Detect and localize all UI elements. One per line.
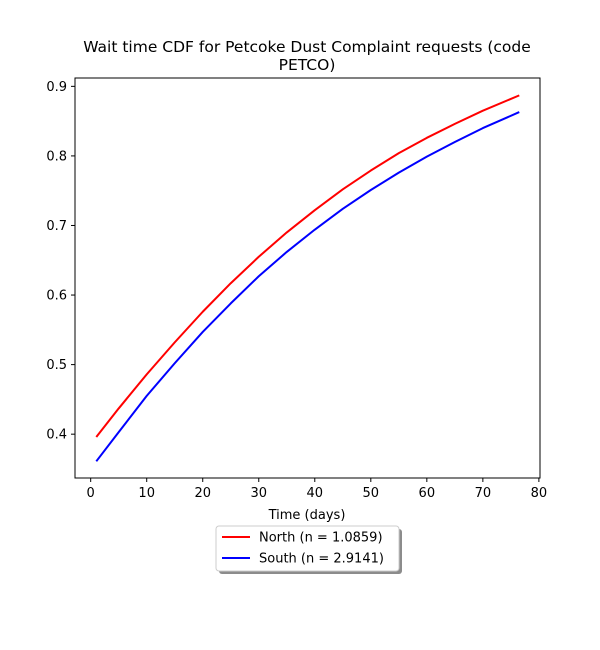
x-tick-label: 20 (194, 486, 211, 501)
y-tick-label: 0.8 (46, 149, 67, 164)
chart-title-line2: PETCO) (279, 56, 336, 74)
y-tick-label: 0.9 (46, 80, 67, 95)
legend: North (n = 1.0859) South (n = 2.9141) (215, 525, 402, 574)
y-tick-label: 0.6 (46, 289, 67, 304)
x-tick-label: 60 (419, 486, 436, 501)
series-line-south (95, 111, 520, 462)
plot-frame (74, 77, 541, 479)
series-line-north (95, 94, 520, 438)
y-tick-label: 0.4 (46, 428, 67, 443)
y-tick-label: 0.7 (46, 219, 67, 234)
x-tick-label: 70 (475, 486, 492, 501)
y-tick-label: 0.5 (46, 358, 67, 373)
x-tick-label: 30 (250, 486, 267, 501)
legend-box (215, 525, 400, 572)
x-axis: 0 10 20 30 40 50 60 70 80 (87, 478, 548, 501)
y-axis: 0.4 0.5 0.6 0.7 0.8 0.9 (46, 80, 75, 443)
legend-label-south: South (n = 2.9141) (259, 552, 384, 567)
x-tick-label: 0 (87, 486, 95, 501)
x-tick-label: 50 (363, 486, 380, 501)
chart-title-line1: Wait time CDF for Petcoke Dust Complaint… (83, 38, 531, 56)
x-tick-label: 40 (307, 486, 324, 501)
x-axis-label: Time (days) (268, 508, 346, 523)
x-tick-label: 80 (531, 486, 548, 501)
x-tick-label: 10 (138, 486, 155, 501)
legend-label-north: North (n = 1.0859) (259, 531, 383, 546)
plot-lines (95, 94, 520, 462)
